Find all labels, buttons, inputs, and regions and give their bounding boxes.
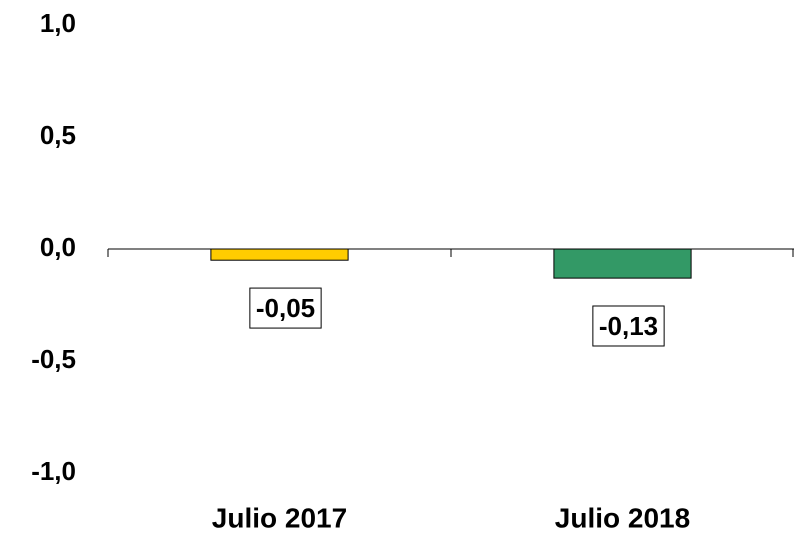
value-label: -0,05 <box>256 293 315 323</box>
y-tick-label: -0,5 <box>31 344 76 374</box>
y-tick-label: 0,0 <box>40 232 76 262</box>
y-tick-label: 1,0 <box>40 8 76 38</box>
bar <box>553 248 692 279</box>
x-tick-label: Julio 2017 <box>212 502 347 533</box>
value-label-box <box>592 305 665 347</box>
value-label: -0,13 <box>599 311 658 341</box>
value-label-box <box>249 287 322 329</box>
bar <box>210 248 349 261</box>
x-tick-label: Julio 2018 <box>555 502 690 533</box>
y-tick-label: 0,5 <box>40 120 76 150</box>
y-tick-label: -1,0 <box>31 456 76 486</box>
